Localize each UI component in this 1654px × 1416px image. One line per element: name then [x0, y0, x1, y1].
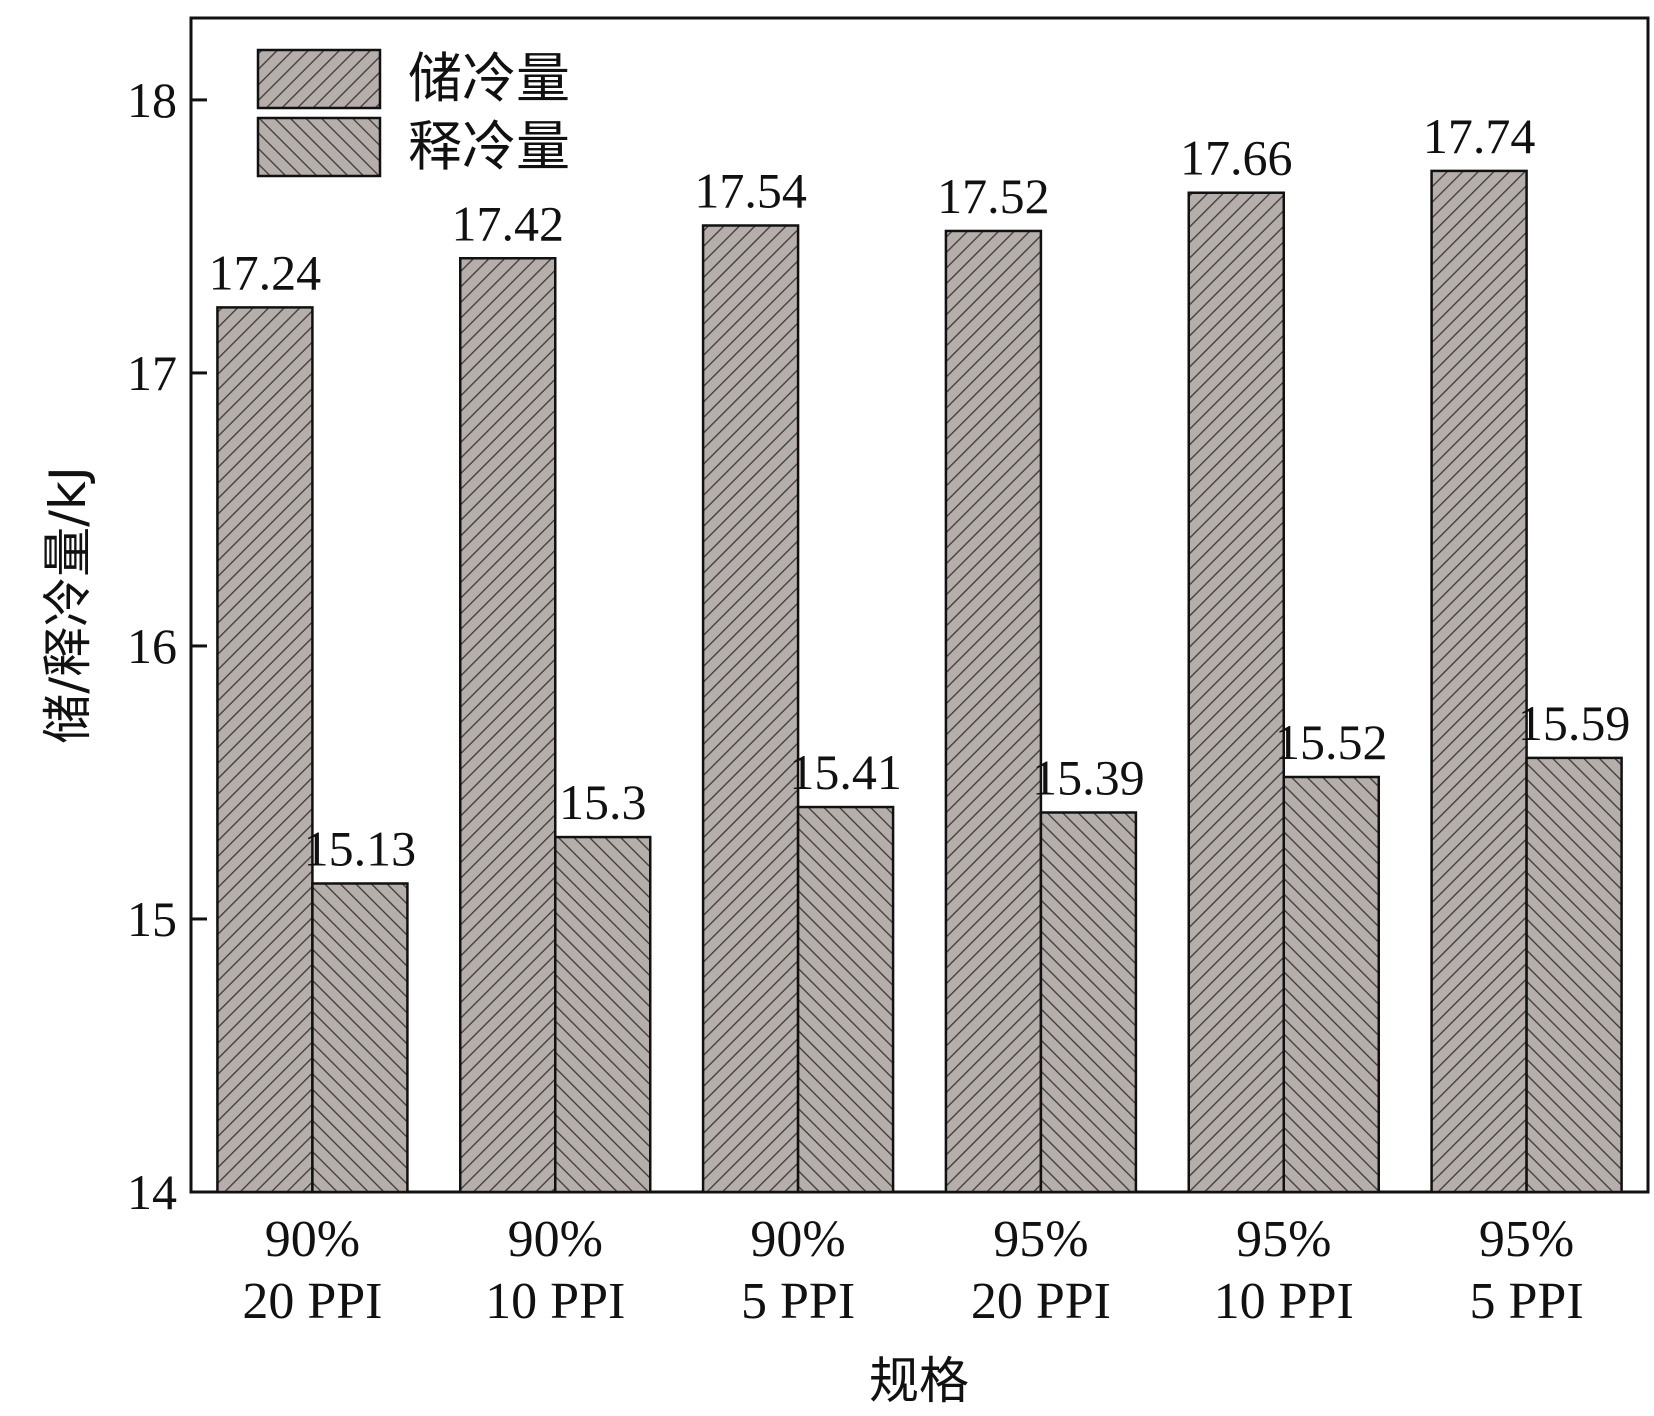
- x-category-label: 95%: [993, 1211, 1088, 1268]
- x-category-label: 5 PPI: [1470, 1273, 1584, 1330]
- x-category-label: 5 PPI: [741, 1273, 855, 1330]
- bar-series-2: [1525, 756, 1623, 1194]
- y-tick-label: 14: [127, 1164, 177, 1220]
- x-category-label: 10 PPI: [1214, 1273, 1354, 1330]
- x-category-label: 90%: [265, 1211, 360, 1268]
- y-tick-label: 16: [127, 618, 177, 674]
- data-labels: 17.24 17.42 17.54 17.52 17.66 17.74 15.13 15.3 1…: [209, 108, 1631, 877]
- data-label-series-2: 15.3: [559, 774, 647, 830]
- x-category-label: 95%: [1236, 1211, 1331, 1268]
- y-tick-label: 17: [127, 345, 177, 401]
- legend-swatch-series-2: [256, 116, 382, 178]
- bar-series-2: [554, 835, 652, 1194]
- bar-series-2: [311, 882, 409, 1194]
- data-label-series-1: 17.52: [937, 168, 1050, 224]
- data-label-series-1: 17.24: [209, 244, 322, 300]
- x-category-label: 95%: [1479, 1211, 1574, 1268]
- legend: 储冷量 释冷量: [256, 47, 570, 178]
- legend-swatch-series-1: [256, 48, 382, 110]
- plot-area-frame: [189, 16, 1650, 1194]
- x-axis-title: 规格: [869, 1352, 969, 1410]
- bar-series-1: [944, 229, 1043, 1194]
- bar-series-2: [1282, 775, 1380, 1194]
- bar-series-2: [1039, 811, 1138, 1194]
- bar-series-2: [796, 805, 895, 1194]
- y-tick-label: 18: [127, 72, 177, 128]
- x-category-label: 20 PPI: [971, 1273, 1111, 1330]
- legend-label-series-2: 释冷量: [408, 115, 570, 178]
- data-label-series-2: 15.13: [304, 820, 417, 876]
- x-category-label: 10 PPI: [485, 1273, 625, 1330]
- data-label-series-2: 15.39: [1032, 749, 1145, 805]
- bar-series-1: [701, 224, 800, 1194]
- data-label-series-2: 15.59: [1518, 695, 1631, 751]
- data-label-series-2: 15.41: [789, 744, 902, 800]
- x-category-label: 90%: [508, 1211, 603, 1268]
- bar-series-1: [1187, 191, 1285, 1194]
- legend-label-series-1: 储冷量: [408, 47, 570, 110]
- x-category-label: 20 PPI: [242, 1273, 382, 1330]
- x-category-label: 90%: [750, 1211, 845, 1268]
- y-axis-title: 储/释冷量/kJ: [39, 466, 97, 743]
- bar-series-1: [459, 257, 557, 1194]
- y-axis: 14 15 16 17 18: [127, 72, 207, 1220]
- y-tick-label: 15: [127, 891, 177, 947]
- data-label-series-1: 17.54: [694, 162, 807, 218]
- data-label-series-1: 17.74: [1423, 108, 1536, 164]
- bars: [216, 169, 1623, 1194]
- data-label-series-2: 15.52: [1275, 714, 1388, 770]
- data-label-series-1: 17.42: [452, 195, 565, 251]
- bar-series-1: [216, 306, 314, 1194]
- bar-series-1: [1430, 169, 1528, 1194]
- data-label-series-1: 17.66: [1180, 130, 1293, 186]
